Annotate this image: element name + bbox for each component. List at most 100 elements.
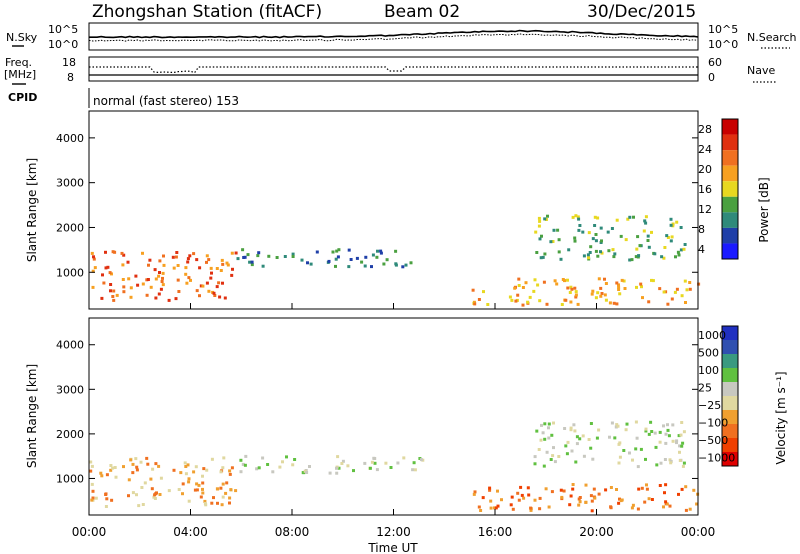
velocity-colorbar-label: Velocity [m s⁻¹] xyxy=(774,371,788,464)
range-cell xyxy=(655,463,659,467)
range-cell xyxy=(219,486,223,490)
range-cell xyxy=(301,471,305,475)
colorbar-segment xyxy=(722,396,738,410)
range-cell xyxy=(537,448,541,451)
range-cell xyxy=(644,427,648,431)
range-cell xyxy=(376,249,379,253)
range-cell xyxy=(519,485,523,489)
range-cell xyxy=(228,472,232,476)
range-cell xyxy=(113,466,117,469)
range-cell xyxy=(578,500,582,504)
range-cell xyxy=(158,493,162,496)
range-cell xyxy=(664,500,668,504)
range-cell xyxy=(216,501,219,505)
range-cell xyxy=(187,276,191,280)
range-cell xyxy=(210,501,214,505)
range-cell xyxy=(688,507,692,511)
range-cell xyxy=(223,296,227,300)
range-cell xyxy=(584,483,588,487)
range-cell xyxy=(681,441,685,445)
range-cell xyxy=(599,241,603,244)
colorbar-tick-label: 28 xyxy=(698,123,712,136)
range-cell xyxy=(615,281,619,285)
range-cell xyxy=(517,498,521,502)
range-cell xyxy=(563,279,566,283)
range-cell xyxy=(236,257,240,261)
range-cell xyxy=(373,461,377,465)
range-cell xyxy=(565,452,569,456)
range-cell xyxy=(540,423,543,427)
x-tick-label: 12:00 xyxy=(376,525,411,539)
colorbar-segment xyxy=(722,119,738,135)
range-cell xyxy=(596,254,600,258)
range-cell xyxy=(578,437,582,441)
range-cell xyxy=(678,444,682,448)
range-cell xyxy=(250,263,254,267)
range-cell xyxy=(670,235,674,239)
range-cell xyxy=(122,290,126,294)
range-cell xyxy=(546,214,549,218)
range-cell xyxy=(557,238,561,242)
range-cell xyxy=(543,217,547,221)
range-cell xyxy=(335,466,338,470)
range-cell xyxy=(109,468,113,472)
range-cell xyxy=(341,459,345,463)
range-cell xyxy=(309,262,313,266)
range-cell xyxy=(662,290,666,294)
range-cell xyxy=(379,251,383,255)
range-cell xyxy=(671,224,675,228)
range-cell xyxy=(370,460,374,464)
range-cell xyxy=(184,472,188,476)
range-cell xyxy=(576,302,580,306)
nsky-label: N.Sky xyxy=(6,31,38,44)
range-cell xyxy=(89,460,93,464)
colorbar-segment xyxy=(722,227,738,244)
range-cell xyxy=(589,422,593,425)
range-cell xyxy=(574,290,578,294)
range-cell xyxy=(543,422,547,426)
range-cell xyxy=(473,302,477,306)
range-cell xyxy=(594,233,598,236)
range-cell xyxy=(102,281,106,285)
range-cell xyxy=(528,295,532,299)
range-cell xyxy=(575,435,579,439)
range-cell xyxy=(181,482,185,486)
date-label: 30/Dec/2015 xyxy=(587,2,696,22)
range-cell xyxy=(241,462,245,466)
range-cell xyxy=(172,266,176,270)
noise-right-tick-low: 10^0 xyxy=(708,38,738,51)
range-cell xyxy=(517,284,521,287)
range-cell xyxy=(255,467,259,471)
range-cell xyxy=(566,278,569,282)
range-cell xyxy=(409,261,413,265)
range-cell xyxy=(553,279,557,283)
y-tick-label: 1000 xyxy=(56,472,84,485)
range-cell xyxy=(645,487,649,491)
range-cell xyxy=(248,260,252,264)
range-cell xyxy=(375,255,379,259)
range-cell xyxy=(94,496,98,500)
freq-unit-label: [MHz] xyxy=(4,68,36,81)
range-cell xyxy=(575,442,579,446)
freq-label: Freq. xyxy=(5,56,32,69)
range-cell xyxy=(604,282,608,285)
range-cell xyxy=(639,447,643,451)
range-cell xyxy=(609,486,613,489)
range-cell xyxy=(172,468,176,472)
range-cell xyxy=(192,252,196,256)
range-cell xyxy=(134,457,138,461)
range-cell xyxy=(140,486,144,489)
range-cell xyxy=(650,278,653,282)
range-cell xyxy=(177,488,181,491)
range-cell xyxy=(675,220,679,224)
range-cell xyxy=(185,281,189,285)
range-cell xyxy=(596,216,600,220)
station-title: Zhongshan Station (fitACF) xyxy=(92,2,322,22)
y-tick-label: 3000 xyxy=(56,383,84,396)
range-cell xyxy=(553,460,557,464)
range-cell xyxy=(141,251,144,255)
range-cell xyxy=(597,277,601,281)
range-cell xyxy=(684,508,688,512)
range-cell xyxy=(540,234,543,238)
range-cell xyxy=(189,278,192,282)
